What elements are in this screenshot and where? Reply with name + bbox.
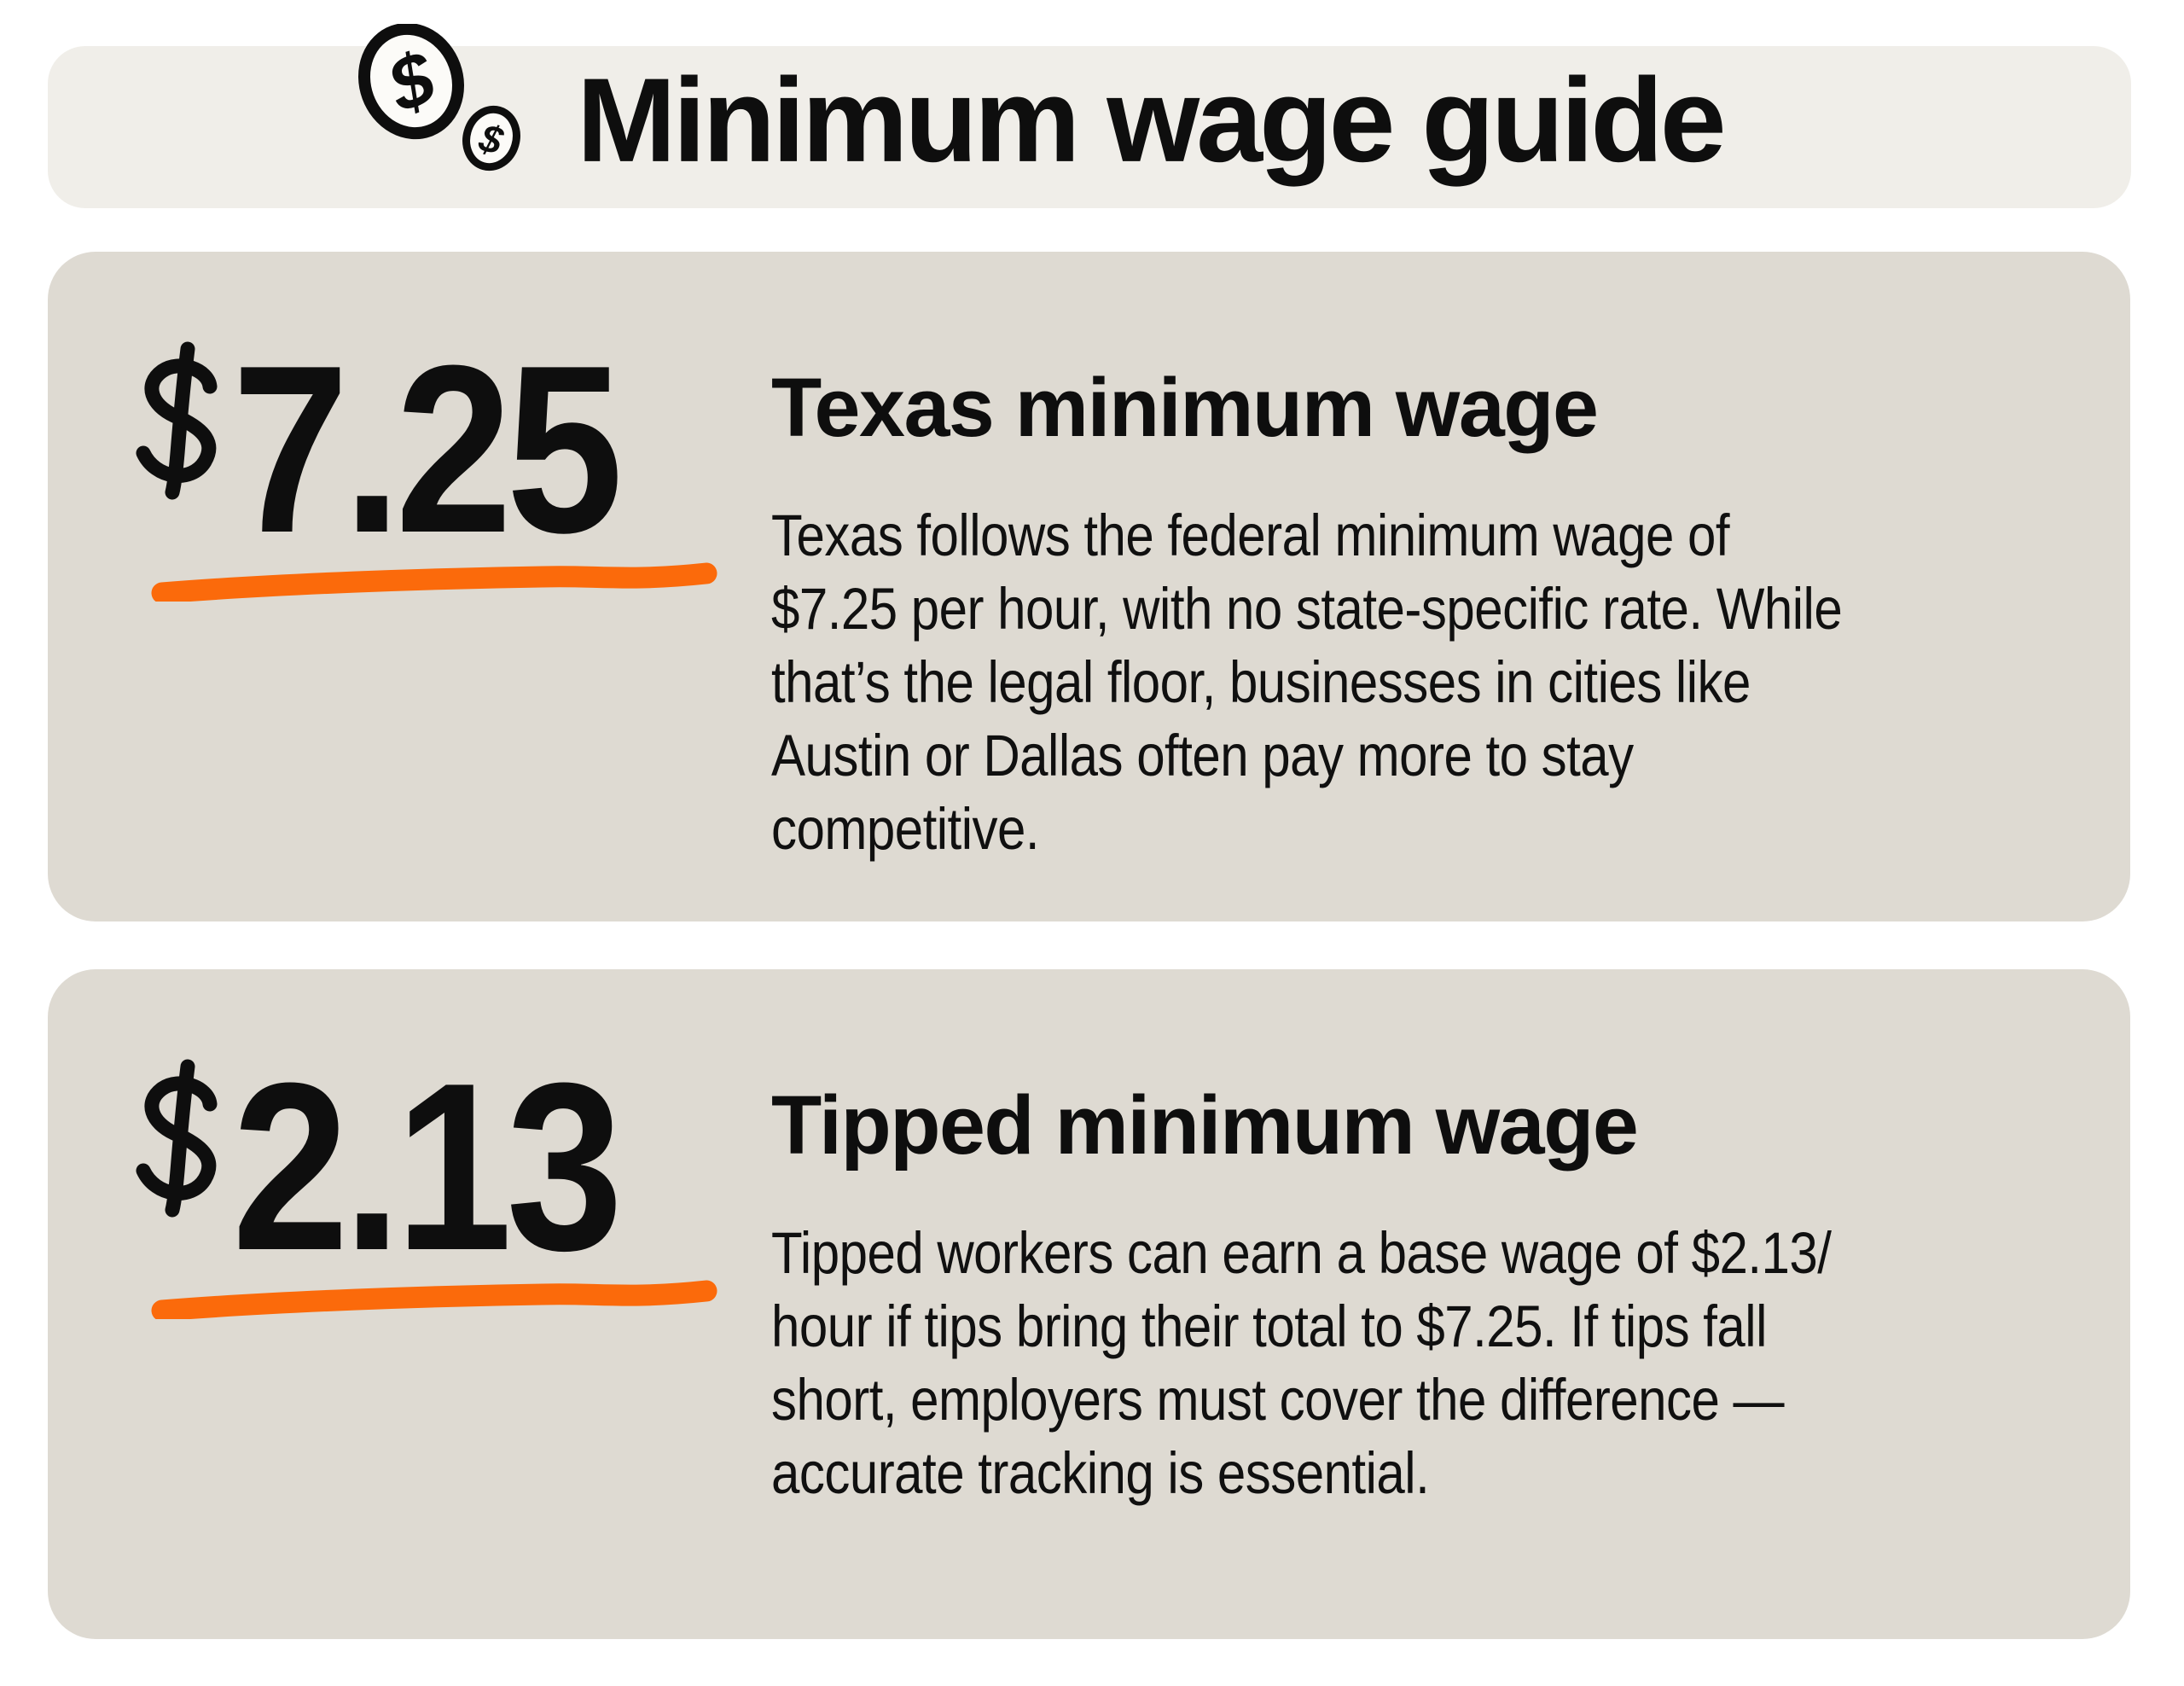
- card-body: Tipped workers can earn a base wage of $…: [771, 1217, 1832, 1510]
- body-line: Austin or Dallas often pay more to stay: [771, 723, 1634, 788]
- header-bar: $ $ Minimum wage guide: [48, 24, 2131, 208]
- card-heading: Tipped minimum wage: [771, 1078, 1639, 1171]
- dollar-sign-icon: [136, 1059, 218, 1218]
- body-line: competitive.: [771, 796, 1040, 862]
- body-line: Tipped workers can earn a base wage of $…: [771, 1220, 1832, 1286]
- texas-minimum-wage-card: 7.25 Texas minimum wage Texas follows th…: [48, 252, 2130, 921]
- dollar-coins-icon: $ $: [358, 24, 520, 172]
- body-line: hour if tips bring their total to $7.25.…: [771, 1294, 1767, 1359]
- body-line: Texas follows the federal minimum wage o…: [771, 503, 1730, 568]
- body-line: $7.25 per hour, with no state-specific r…: [771, 576, 1843, 642]
- hand-drawn-underline: [151, 1280, 717, 1319]
- wage-amount: 7.25: [232, 317, 623, 583]
- page-title: Minimum wage guide: [577, 52, 1727, 187]
- tipped-minimum-wage-card: 2.13 Tipped minimum wage Tipped workers …: [48, 969, 2130, 1639]
- body-line: short, employers must cover the differen…: [771, 1367, 1785, 1433]
- small-coin-ellipse: [462, 105, 520, 172]
- body-line: accurate tracking is essential.: [771, 1440, 1430, 1506]
- wage-amount: 2.13: [232, 1034, 623, 1300]
- body-line: that’s the legal floor, businesses in ci…: [771, 649, 1751, 715]
- dollar-sign-icon: [136, 341, 218, 500]
- hand-drawn-underline: [151, 562, 717, 602]
- card-heading: Texas minimum wage: [771, 361, 1599, 454]
- card-body: Texas follows the federal minimum wage o…: [771, 499, 1843, 866]
- large-coin-ellipse: [358, 24, 464, 140]
